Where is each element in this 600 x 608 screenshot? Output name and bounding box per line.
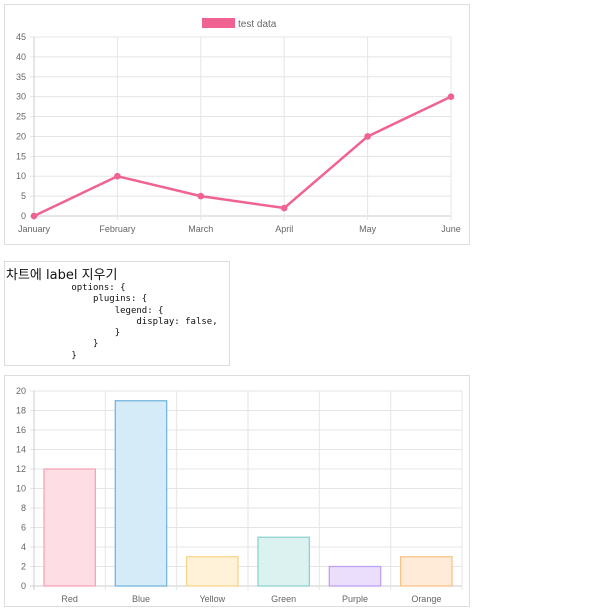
y-tick-label: 5 <box>21 191 26 201</box>
y-tick-label: 14 <box>16 445 26 455</box>
x-tick-label: February <box>99 224 136 234</box>
x-tick-label: March <box>188 224 213 234</box>
data-point <box>280 204 288 212</box>
y-tick-label: 10 <box>16 171 26 181</box>
code-snippet: options: { plugins: { legend: { display:… <box>71 283 218 361</box>
y-tick-label: 20 <box>16 131 26 141</box>
x-tick-label: Orange <box>411 594 441 604</box>
bar <box>400 556 453 587</box>
y-tick-label: 0 <box>21 211 26 221</box>
y-tick-label: 10 <box>16 484 26 494</box>
x-tick-label: Blue <box>132 594 150 604</box>
code-note-panel: 차트에 label 지우기 options: { plugins: { lege… <box>4 261 230 366</box>
data-point <box>30 212 38 220</box>
x-tick-label: Yellow <box>199 594 225 604</box>
y-tick-label: 18 <box>16 406 26 416</box>
y-tick-label: 8 <box>21 503 26 513</box>
line-chart-panel: 0 5 10 15 20 25 30 35 40 45 January February March Ap… <box>4 4 470 245</box>
y-tick-label: 30 <box>16 92 26 102</box>
x-tick-label: June <box>441 224 461 234</box>
x-tick-label: April <box>275 224 293 234</box>
x-tick-label: Green <box>271 594 296 604</box>
y-tick-label: 2 <box>21 562 26 572</box>
y-tick-label: 6 <box>21 523 26 533</box>
series-line <box>33 95 452 218</box>
line-chart: 0 5 10 15 20 25 30 35 40 45 January February March Ap… <box>16 18 461 234</box>
data-point <box>197 192 205 200</box>
x-tick-label: Red <box>61 594 78 604</box>
y-tick-label: 16 <box>16 425 26 435</box>
data-point <box>114 172 121 180</box>
legend-swatch <box>202 18 235 28</box>
legend-label: test data <box>238 19 277 30</box>
x-tick-label: Purple <box>342 594 368 604</box>
y-tick-label: 12 <box>16 464 26 474</box>
y-tick-label: 35 <box>16 72 26 82</box>
bar <box>186 556 239 587</box>
y-tick-label: 4 <box>21 542 26 552</box>
bar <box>114 400 168 587</box>
y-tick-label: 25 <box>16 112 26 122</box>
bar <box>257 536 310 587</box>
bar-chart: 0 2 4 6 8 10 12 14 16 18 20 Red Blue Yellow Green Purpl… <box>16 386 463 604</box>
x-tick-label: January <box>18 224 51 234</box>
y-tick-label: 0 <box>21 581 26 591</box>
y-tick-label: 15 <box>16 151 26 161</box>
x-tick-label: May <box>359 224 377 234</box>
bar-chart-panel: 0 2 4 6 8 10 12 14 16 18 20 Red Blue Yellow Green Purpl… <box>4 375 470 607</box>
y-tick-label: 45 <box>16 32 26 42</box>
y-tick-label: 20 <box>16 386 26 396</box>
bar <box>43 468 96 587</box>
bar <box>328 565 382 587</box>
data-point <box>447 93 455 100</box>
note-title: 차트에 label 지우기 <box>6 268 118 283</box>
y-tick-label: 40 <box>16 52 26 62</box>
data-point <box>364 133 371 140</box>
